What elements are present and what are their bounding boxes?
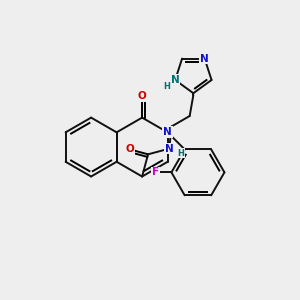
Text: N: N: [163, 127, 172, 137]
Text: O: O: [125, 144, 134, 154]
Text: N: N: [165, 144, 174, 154]
Text: H: H: [177, 148, 184, 158]
Text: O: O: [138, 92, 146, 101]
Text: H: H: [164, 82, 170, 91]
Text: N: N: [200, 54, 209, 64]
Text: N: N: [171, 75, 179, 85]
Text: F: F: [152, 167, 159, 177]
